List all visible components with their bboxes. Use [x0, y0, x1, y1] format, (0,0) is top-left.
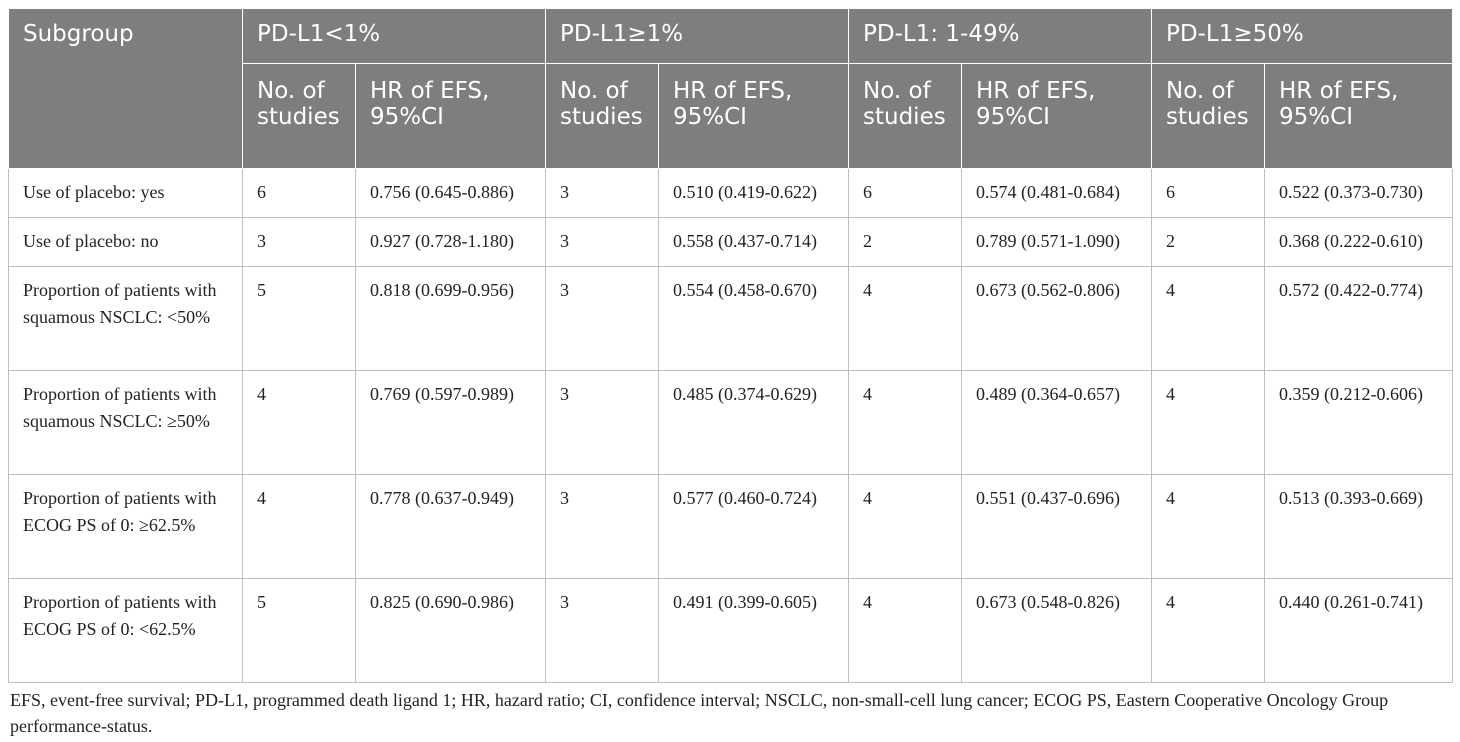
studies-count-cell: 4 — [849, 267, 962, 371]
header-group-pdl1-lt1: PD-L1<1% — [243, 9, 546, 64]
hr-efs-cell: 0.769 (0.597-0.989) — [356, 371, 546, 475]
hr-efs-cell: 0.551 (0.437-0.696) — [962, 475, 1152, 579]
studies-count-cell: 6 — [243, 169, 356, 218]
header-group-pdl1-ge50: PD-L1≥50% — [1152, 9, 1453, 64]
hr-efs-cell: 0.491 (0.399-0.605) — [659, 579, 849, 683]
hr-efs-cell: 0.574 (0.481-0.684) — [962, 169, 1152, 218]
hr-efs-cell: 0.818 (0.699-0.956) — [356, 267, 546, 371]
header-no-of-studies: No. of studies — [849, 64, 962, 169]
header-no-of-studies: No. of studies — [546, 64, 659, 169]
hr-efs-cell: 0.572 (0.422-0.774) — [1265, 267, 1453, 371]
studies-count-cell: 5 — [243, 267, 356, 371]
table-row: Proportion of patients with ECOG PS of 0… — [9, 475, 1453, 579]
hr-efs-cell: 0.927 (0.728-1.180) — [356, 218, 546, 267]
header-hr-efs: HR of EFS, 95%CI — [962, 64, 1152, 169]
hr-efs-cell: 0.673 (0.562-0.806) — [962, 267, 1152, 371]
hr-efs-cell: 0.522 (0.373-0.730) — [1265, 169, 1453, 218]
studies-count-cell: 6 — [1152, 169, 1265, 218]
header-hr-efs: HR of EFS, 95%CI — [659, 64, 849, 169]
studies-count-cell: 3 — [546, 579, 659, 683]
header-hr-efs: HR of EFS, 95%CI — [356, 64, 546, 169]
subgroup-analysis-table: Subgroup PD-L1<1% PD-L1≥1% PD-L1: 1-49% … — [8, 8, 1453, 683]
hr-efs-cell: 0.673 (0.548-0.826) — [962, 579, 1152, 683]
studies-count-cell: 3 — [546, 218, 659, 267]
studies-count-cell: 2 — [849, 218, 962, 267]
table-container: Subgroup PD-L1<1% PD-L1≥1% PD-L1: 1-49% … — [8, 8, 1452, 739]
subgroup-cell: Proportion of patients with ECOG PS of 0… — [9, 475, 243, 579]
studies-count-cell: 3 — [546, 169, 659, 218]
hr-efs-cell: 0.440 (0.261-0.741) — [1265, 579, 1453, 683]
studies-count-cell: 3 — [243, 218, 356, 267]
studies-count-cell: 6 — [849, 169, 962, 218]
hr-efs-cell: 0.513 (0.393-0.669) — [1265, 475, 1453, 579]
table-row: Use of placebo: no 3 0.927 (0.728-1.180) 3 0… — [9, 218, 1453, 267]
studies-count-cell: 3 — [546, 475, 659, 579]
subgroup-cell: Use of placebo: no — [9, 218, 243, 267]
studies-count-cell: 3 — [546, 371, 659, 475]
studies-count-cell: 4 — [849, 371, 962, 475]
table-row: Use of placebo: yes 6 0.756 (0.645-0.886) 3… — [9, 169, 1453, 218]
hr-efs-cell: 0.756 (0.645-0.886) — [356, 169, 546, 218]
subgroup-cell: Use of placebo: yes — [9, 169, 243, 218]
studies-count-cell: 4 — [1152, 371, 1265, 475]
table-row: Proportion of patients with squamous NSC… — [9, 267, 1453, 371]
subgroup-cell: Proportion of patients with ECOG PS of 0… — [9, 579, 243, 683]
hr-efs-cell: 0.368 (0.222-0.610) — [1265, 218, 1453, 267]
hr-efs-cell: 0.577 (0.460-0.724) — [659, 475, 849, 579]
hr-efs-cell: 0.554 (0.458-0.670) — [659, 267, 849, 371]
hr-efs-cell: 0.359 (0.212-0.606) — [1265, 371, 1453, 475]
header-hr-efs: HR of EFS, 95%CI — [1265, 64, 1453, 169]
header-group-pdl1-ge1: PD-L1≥1% — [546, 9, 849, 64]
subgroup-cell: Proportion of patients with squamous NSC… — [9, 267, 243, 371]
studies-count-cell: 2 — [1152, 218, 1265, 267]
hr-efs-cell: 0.510 (0.419-0.622) — [659, 169, 849, 218]
header-row-groups: Subgroup PD-L1<1% PD-L1≥1% PD-L1: 1-49% … — [9, 9, 1453, 64]
studies-count-cell: 4 — [1152, 475, 1265, 579]
studies-count-cell: 4 — [1152, 267, 1265, 371]
studies-count-cell: 4 — [243, 371, 356, 475]
studies-count-cell: 3 — [546, 267, 659, 371]
studies-count-cell: 4 — [849, 475, 962, 579]
table-footnote: EFS, event-free survival; PD-L1, program… — [8, 687, 1452, 739]
hr-efs-cell: 0.558 (0.437-0.714) — [659, 218, 849, 267]
header-group-pdl1-1-49: PD-L1: 1-49% — [849, 9, 1152, 64]
studies-count-cell: 4 — [849, 579, 962, 683]
header-no-of-studies: No. of studies — [243, 64, 356, 169]
hr-efs-cell: 0.825 (0.690-0.986) — [356, 579, 546, 683]
studies-count-cell: 4 — [1152, 579, 1265, 683]
header-no-of-studies: No. of studies — [1152, 64, 1265, 169]
hr-efs-cell: 0.489 (0.364-0.657) — [962, 371, 1152, 475]
studies-count-cell: 4 — [243, 475, 356, 579]
hr-efs-cell: 0.789 (0.571-1.090) — [962, 218, 1152, 267]
hr-efs-cell: 0.485 (0.374-0.629) — [659, 371, 849, 475]
table-row: Proportion of patients with ECOG PS of 0… — [9, 579, 1453, 683]
table-row: Proportion of patients with squamous NSC… — [9, 371, 1453, 475]
header-subgroup: Subgroup — [9, 9, 243, 169]
subgroup-cell: Proportion of patients with squamous NSC… — [9, 371, 243, 475]
hr-efs-cell: 0.778 (0.637-0.949) — [356, 475, 546, 579]
studies-count-cell: 5 — [243, 579, 356, 683]
